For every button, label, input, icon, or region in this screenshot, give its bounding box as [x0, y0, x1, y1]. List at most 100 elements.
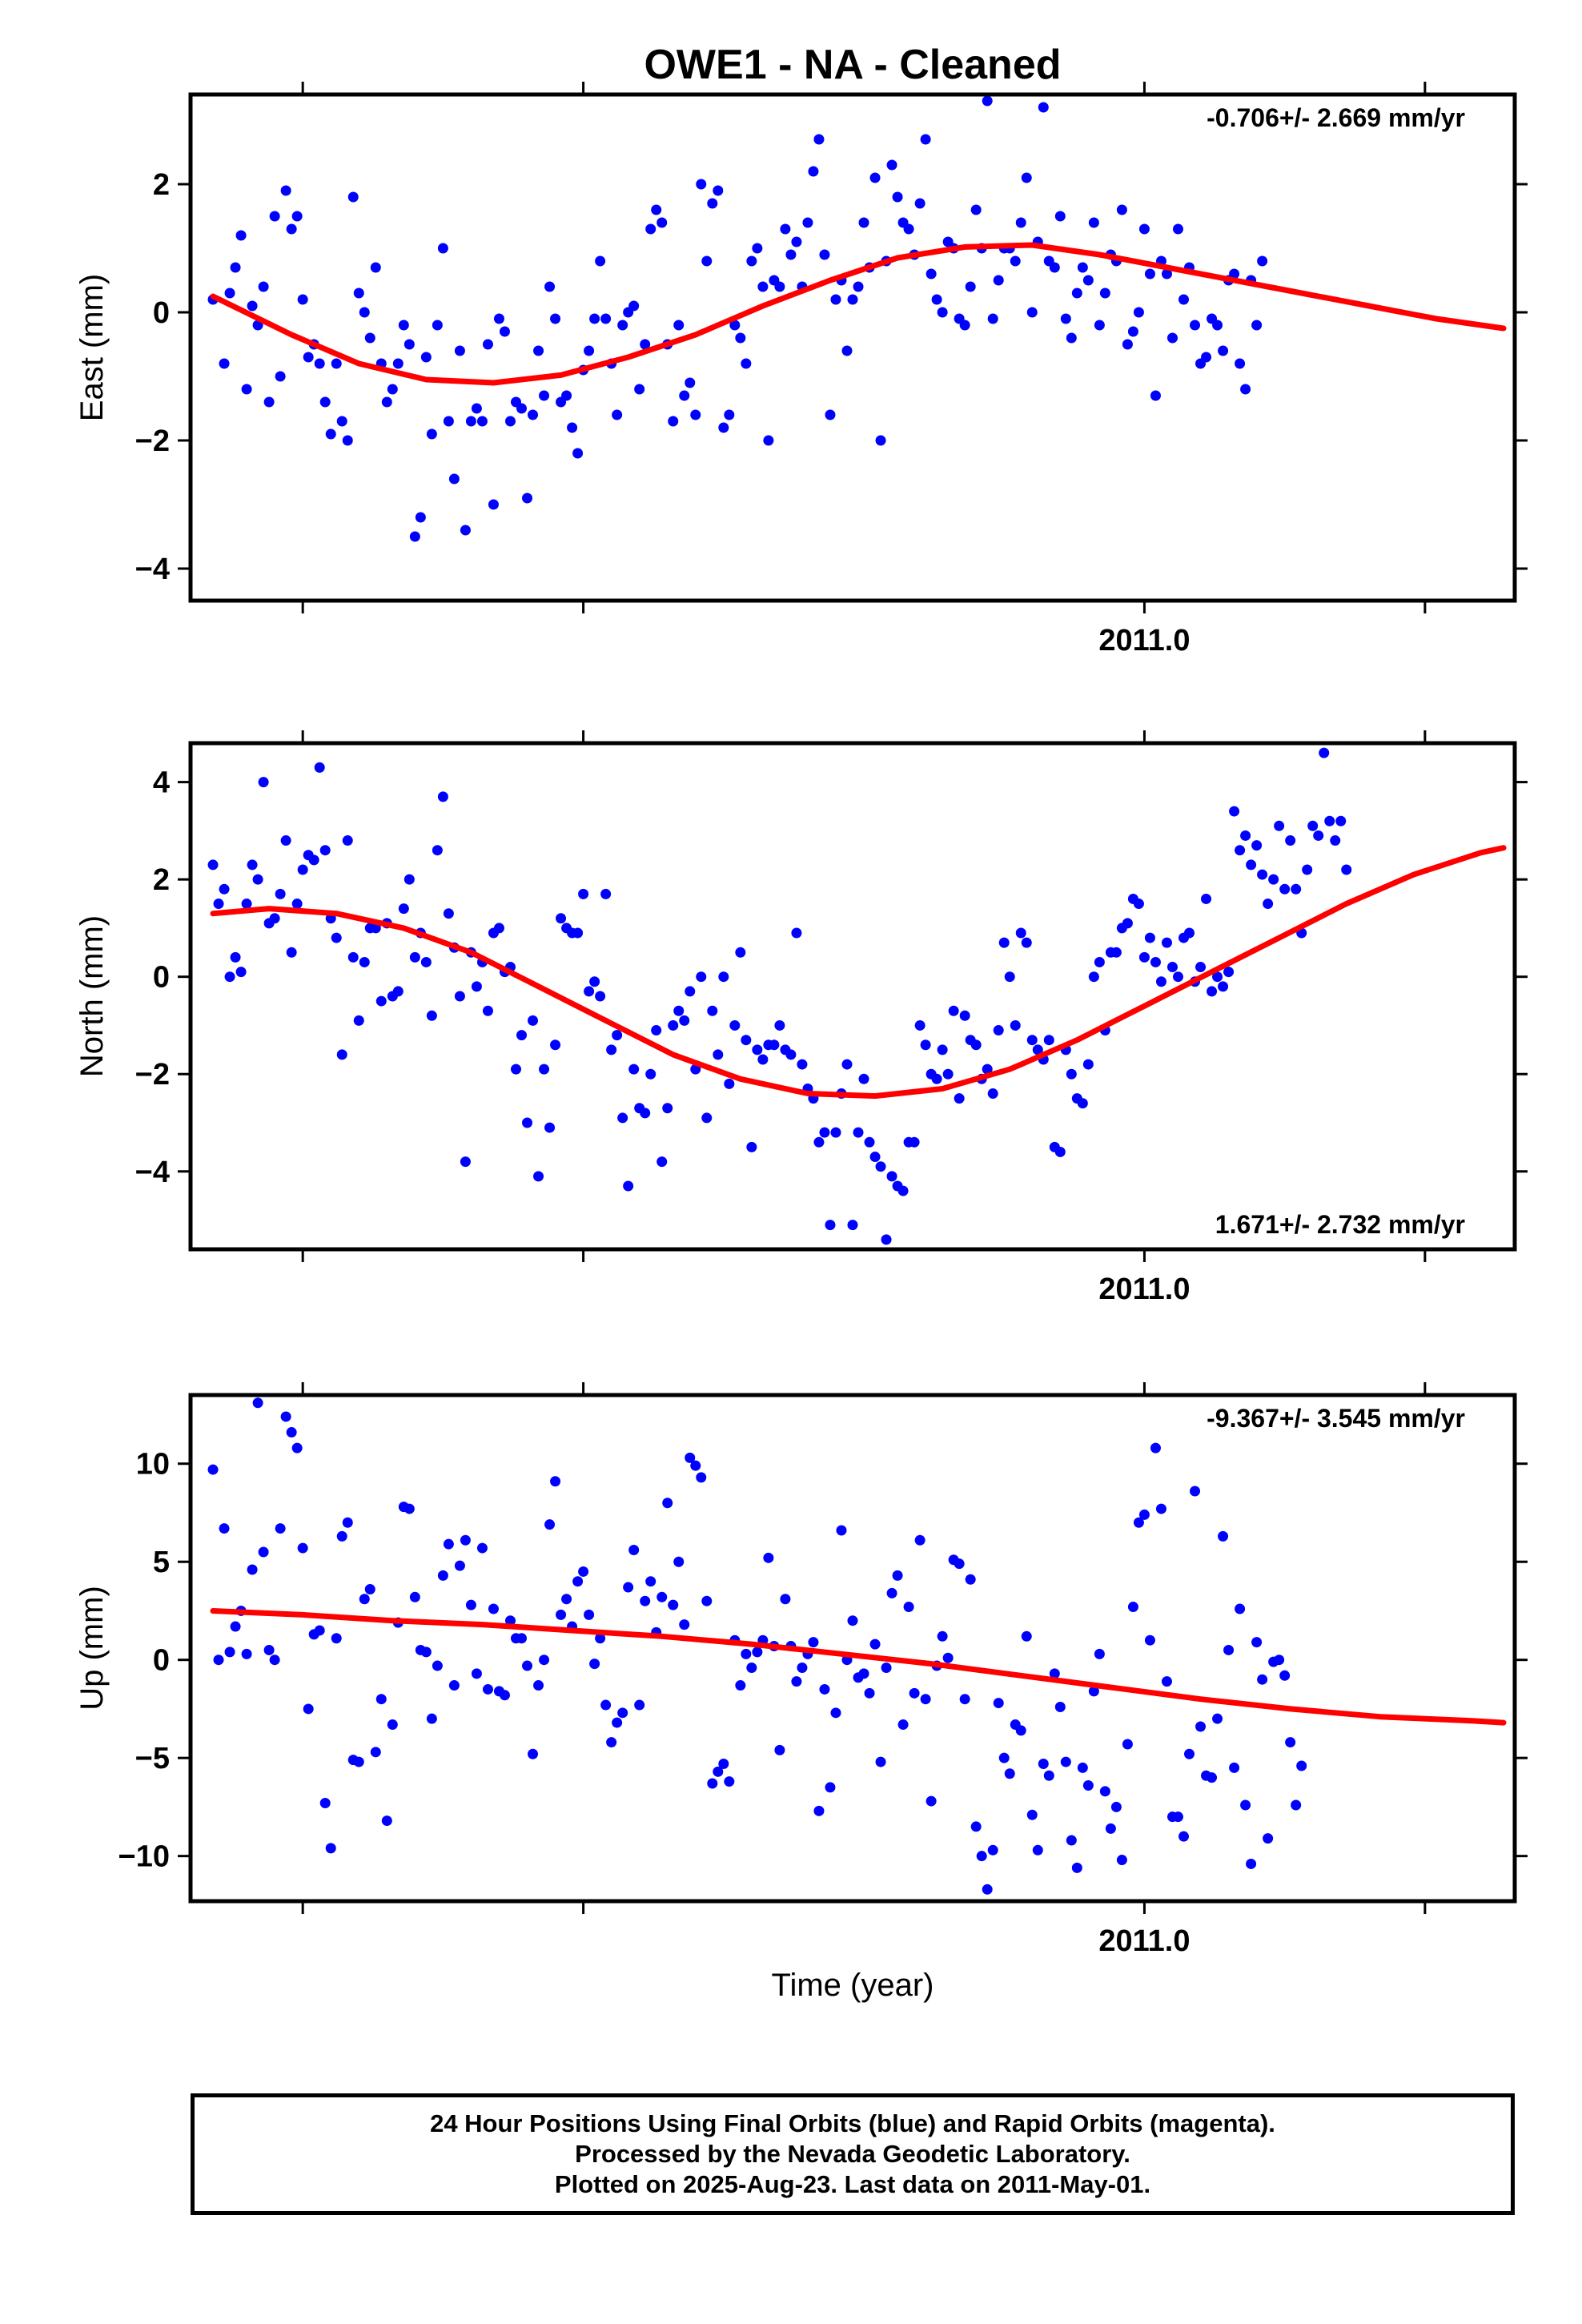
north-data-point — [1246, 859, 1257, 870]
up-data-point — [572, 1576, 584, 1587]
up-data-point — [1116, 1855, 1127, 1866]
north-data-point — [235, 967, 247, 978]
up-data-point — [1071, 1862, 1082, 1873]
up-data-point — [920, 1694, 931, 1705]
east-data-point — [937, 307, 948, 318]
up-data-point — [1049, 1668, 1060, 1679]
east-data-point — [1116, 204, 1127, 215]
up-data-point — [875, 1756, 886, 1767]
east-data-point — [347, 191, 359, 203]
north-xtick-label: 2011.0 — [1098, 1273, 1190, 1306]
up-data-point — [1004, 1768, 1015, 1779]
up-xtick-label: 2011.0 — [1098, 1924, 1190, 1958]
up-data-point — [1285, 1737, 1296, 1748]
north-data-point — [1195, 962, 1207, 973]
east-data-point — [640, 339, 651, 350]
east-data-point — [1133, 307, 1144, 318]
north-data-point — [656, 1156, 668, 1168]
east-data-point — [241, 384, 252, 395]
up-data-point — [1066, 1835, 1077, 1846]
east-data-point — [892, 191, 903, 203]
north-data-point — [224, 971, 235, 983]
north-data-point — [471, 981, 482, 992]
east-data-point — [1257, 255, 1268, 267]
up-data-point — [780, 1594, 791, 1605]
north-ytick-label: 2 — [153, 863, 170, 897]
east-data-point — [263, 396, 275, 408]
north-data-point — [942, 1068, 954, 1080]
up-data-point — [623, 1582, 634, 1593]
north-data-point — [987, 1088, 998, 1100]
north-data-point — [1094, 956, 1105, 967]
east-data-point — [235, 230, 247, 241]
up-data-point — [679, 1619, 690, 1630]
east-data-point — [1240, 384, 1251, 395]
up-data-point — [1172, 1811, 1183, 1823]
up-data-point — [1043, 1770, 1054, 1781]
up-data-point — [488, 1603, 499, 1614]
north-ytick-label: −4 — [135, 1156, 170, 1189]
up-data-point — [1291, 1799, 1302, 1811]
north-data-point — [1235, 845, 1246, 856]
east-data-point — [589, 313, 600, 324]
north-data-point — [785, 1049, 797, 1060]
up-data-point — [375, 1694, 387, 1705]
north-data-point — [1010, 1019, 1021, 1031]
up-points — [207, 1397, 1307, 1895]
up-data-point — [942, 1652, 954, 1663]
east-ytick-label: 2 — [153, 168, 170, 202]
up-data-point — [741, 1648, 752, 1659]
north-data-point — [1257, 869, 1268, 880]
north-data-point — [1166, 962, 1178, 973]
east-data-point — [718, 422, 729, 433]
north-data-point — [443, 908, 454, 919]
north-data-point — [875, 1161, 886, 1172]
east-data-point — [342, 435, 353, 446]
east-data-point — [830, 294, 841, 305]
north-data-point — [1335, 815, 1347, 826]
up-data-point — [1133, 1517, 1144, 1528]
east-data-point — [297, 294, 308, 305]
up-data-point — [1240, 1799, 1251, 1811]
north-data-point — [696, 971, 707, 983]
up-data-point — [286, 1427, 297, 1438]
north-data-point — [1161, 937, 1172, 948]
east-data-point — [1166, 332, 1178, 344]
up-data-point — [993, 1698, 1004, 1709]
up-data-point — [471, 1668, 482, 1679]
east-data-point — [381, 396, 392, 408]
east-data-point — [404, 339, 415, 350]
north-data-point — [1324, 815, 1335, 826]
east-data-point — [1178, 294, 1189, 305]
up-data-point — [701, 1595, 713, 1606]
up-data-point — [1274, 1655, 1285, 1666]
north-data-point — [482, 1005, 493, 1016]
north-data-point — [651, 1025, 662, 1036]
north-data-point — [1251, 840, 1263, 851]
east-data-point — [1015, 217, 1026, 228]
east-data-point — [460, 525, 471, 536]
up-data-point — [937, 1630, 948, 1642]
north-data-point — [1285, 835, 1296, 846]
north-data-point — [1218, 981, 1229, 992]
north-data-point — [1274, 820, 1285, 831]
up-data-point — [959, 1694, 970, 1705]
north-data-point — [735, 947, 746, 958]
up-data-point — [685, 1452, 696, 1463]
east-data-point — [617, 320, 628, 331]
north-data-point — [1015, 927, 1026, 939]
east-data-point — [224, 287, 235, 299]
up-data-point — [903, 1602, 914, 1613]
up-data-point — [1015, 1725, 1026, 1736]
east-data-point — [426, 428, 437, 440]
footer-line-plotted: Plotted on 2025-Aug-23. Last data on 201… — [554, 2170, 1151, 2198]
north-data-point — [729, 1019, 741, 1031]
east-data-point — [1026, 307, 1038, 318]
up-data-point — [612, 1717, 623, 1728]
east-data-point — [634, 384, 645, 395]
up-data-point — [634, 1699, 645, 1711]
north-ylabel: North (mm) — [74, 915, 110, 1077]
north-data-point — [606, 1044, 617, 1055]
east-data-point — [651, 204, 662, 215]
east-data-point — [1122, 339, 1133, 350]
